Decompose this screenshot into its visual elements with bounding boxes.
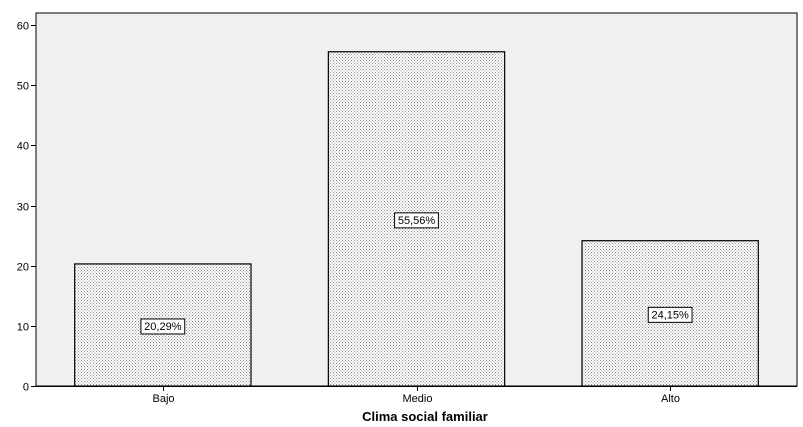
data-label: 55,56% bbox=[398, 215, 436, 227]
x-tick-label: Alto bbox=[661, 393, 680, 405]
y-tick-label: 60 bbox=[17, 21, 29, 33]
y-tick-label: 50 bbox=[17, 81, 29, 93]
y-tick-label: 40 bbox=[17, 141, 29, 153]
y-tick-label: 10 bbox=[17, 322, 29, 334]
y-axis: 0 10 20 30 40 50 60 bbox=[17, 21, 36, 394]
data-label-box bbox=[140, 318, 186, 335]
bars: 20,29% 55,56% 24,15% bbox=[74, 51, 759, 387]
y-tick-label: 0 bbox=[23, 382, 29, 394]
data-label: 24,15% bbox=[652, 309, 690, 321]
data-label-box bbox=[394, 212, 439, 229]
x-axis: Bajo Medio Alto bbox=[36, 386, 797, 405]
y-tick-label: 20 bbox=[17, 262, 29, 274]
data-label-box bbox=[647, 306, 693, 323]
x-tick-label: Medio bbox=[403, 393, 433, 405]
x-axis-title: Clima social familiar bbox=[362, 409, 488, 424]
data-label: 20,29% bbox=[144, 321, 182, 333]
y-tick-label: 30 bbox=[17, 202, 29, 214]
x-tick-label: Bajo bbox=[152, 393, 174, 405]
